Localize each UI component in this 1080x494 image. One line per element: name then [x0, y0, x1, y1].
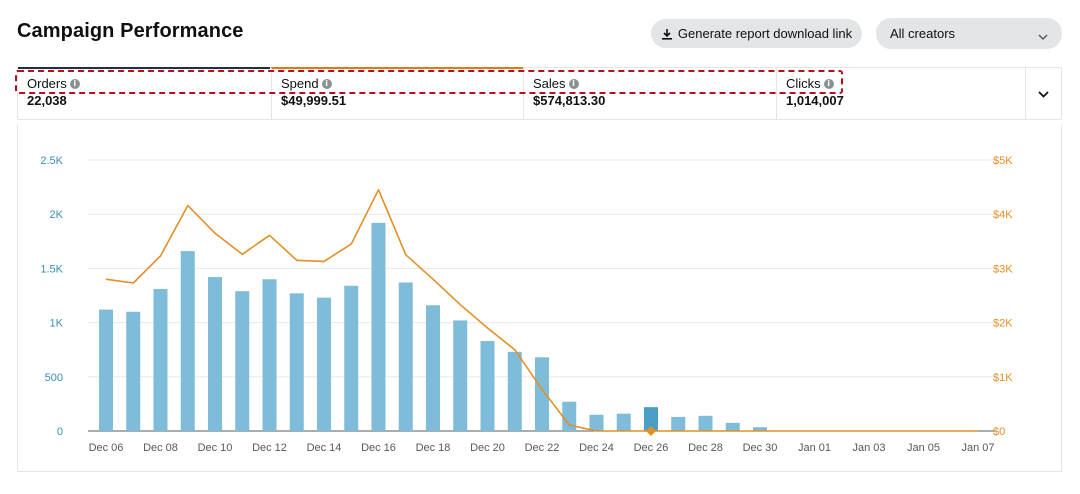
metric-orders[interactable]: Orders i 22,038 — [18, 68, 271, 119]
creator-select[interactable]: All creators — [876, 18, 1062, 49]
bar — [535, 357, 549, 431]
generate-report-label: Generate report download link — [677, 26, 853, 41]
x-tick-label: Dec 08 — [143, 442, 178, 454]
bar — [289, 293, 304, 431]
bar — [208, 277, 222, 431]
x-tick-label: Dec 14 — [307, 442, 342, 454]
bar — [99, 309, 113, 431]
metric-orders-value: 22,038 — [27, 93, 67, 108]
bar — [453, 320, 468, 431]
bar — [671, 416, 686, 431]
x-tick-label: Dec 20 — [470, 442, 505, 454]
bar — [589, 414, 604, 431]
bar — [753, 427, 767, 431]
info-icon[interactable]: i — [823, 79, 834, 89]
metric-spend-label: Spend — [281, 76, 319, 91]
x-tick-label: Dec 10 — [198, 442, 233, 454]
bar — [480, 341, 495, 431]
bar — [398, 282, 413, 431]
metric-sales-label: Sales — [533, 76, 566, 91]
bar — [562, 401, 577, 431]
performance-chart: 0 500 1K 1.5K 2K 2.5K $0 $1K $2K $3K $4K $5K Dec 06 D… — [40, 155, 1013, 454]
x-tick-label: Dec 22 — [525, 442, 560, 454]
y-left-tick-label: 500 — [45, 372, 63, 384]
page-title: Campaign Performance — [17, 20, 244, 42]
info-icon[interactable]: i — [321, 79, 332, 89]
metric-spend-value: $49,999.51 — [281, 93, 347, 108]
y-left-tick-label: 1.5K — [40, 263, 63, 275]
bar — [235, 291, 250, 431]
x-tick-label: Dec 24 — [579, 442, 614, 454]
y-right-tick-label: $4K — [993, 209, 1013, 221]
bar — [698, 415, 713, 431]
x-tick-label: Jan 07 — [961, 442, 994, 454]
metric-sales[interactable]: Sales i $574,813.30 — [523, 68, 776, 119]
y-right-tick-label: $1K — [993, 372, 1013, 384]
bar — [371, 222, 386, 431]
y-right-tick-label: $0 — [993, 426, 1005, 438]
info-icon[interactable]: i — [69, 79, 80, 89]
bar — [153, 288, 168, 431]
info-icon[interactable]: i — [568, 79, 579, 89]
x-tick-label: Dec 16 — [361, 442, 396, 454]
generate-report-button[interactable]: Generate report download link — [651, 19, 862, 48]
x-tick-label: Dec 12 — [252, 442, 287, 454]
bar — [344, 285, 359, 431]
metrics-panel: Orders i 22,038 Spend i $49,999.51 Sales… — [17, 67, 1062, 120]
orders-accent-bar — [18, 67, 270, 69]
bar — [507, 351, 522, 431]
bar — [644, 407, 658, 431]
sales-line — [105, 189, 978, 432]
bar — [616, 413, 631, 431]
metric-clicks-value: 1,014,007 — [786, 93, 844, 108]
x-tick-label: Dec 26 — [634, 442, 669, 454]
x-tick-label: Dec 06 — [89, 442, 124, 454]
y-left-tick-label: 1K — [50, 318, 64, 330]
creator-select-value: All creators — [890, 26, 956, 41]
bar — [126, 311, 141, 431]
x-tick-label: Dec 30 — [743, 442, 778, 454]
metric-clicks-label: Clicks — [786, 76, 821, 91]
download-icon — [661, 28, 673, 40]
bar — [426, 305, 440, 431]
bar — [180, 251, 195, 431]
bar — [725, 422, 740, 431]
chevron-down-icon — [1038, 29, 1048, 44]
y-right-tick-label: $2K — [993, 318, 1013, 330]
bar — [262, 279, 277, 431]
chevron-down-icon — [1038, 85, 1049, 103]
metric-clicks[interactable]: Clicks i 1,014,007 — [776, 68, 1026, 119]
sales-point-marker — [646, 426, 656, 436]
metric-spend[interactable]: Spend i $49,999.51 — [271, 68, 523, 119]
spend-accent-bar — [271, 67, 523, 69]
expand-metrics-button[interactable] — [1025, 68, 1061, 119]
y-right-tick-label: $5K — [993, 155, 1013, 167]
x-tick-label: Jan 01 — [798, 442, 831, 454]
y-left-tick-label: 0 — [57, 426, 63, 438]
bar — [317, 297, 331, 431]
x-tick-label: Dec 28 — [688, 442, 723, 454]
y-left-tick-label: 2K — [50, 209, 64, 221]
x-tick-label: Dec 18 — [416, 442, 451, 454]
chart-panel: 0 500 1K 1.5K 2K 2.5K $0 $1K $2K $3K $4K $5K Dec 06 D… — [17, 125, 1062, 472]
y-left-tick-label: 2.5K — [40, 155, 63, 167]
x-tick-label: Jan 03 — [852, 442, 885, 454]
x-tick-label: Jan 05 — [907, 442, 940, 454]
metric-sales-value: $574,813.30 — [533, 93, 606, 108]
metric-orders-label: Orders — [27, 76, 67, 91]
y-right-tick-label: $3K — [993, 263, 1013, 275]
